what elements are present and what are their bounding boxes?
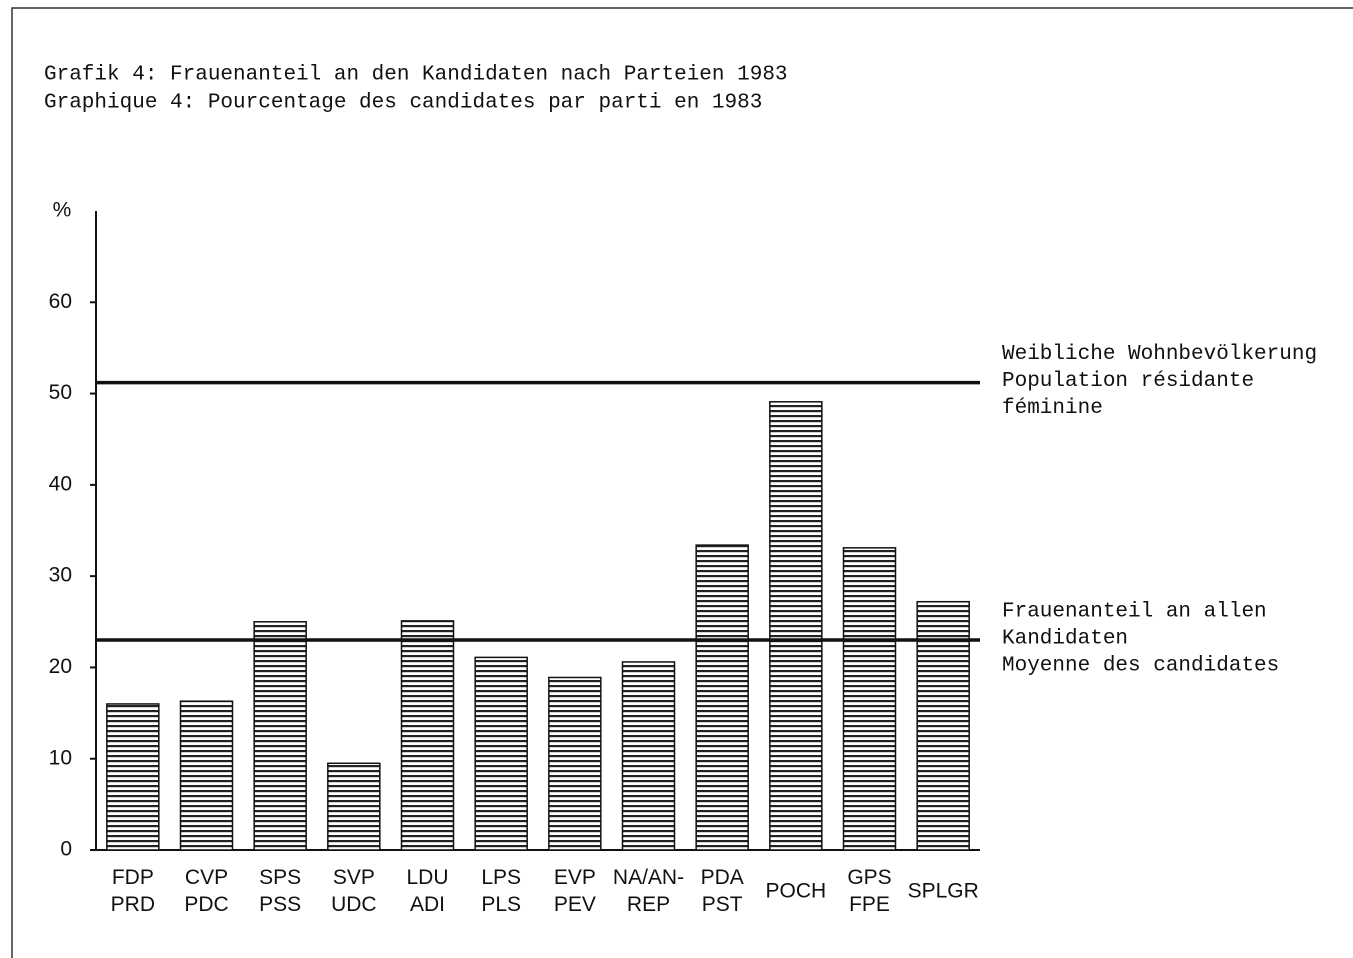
- y-tick-label: 40: [49, 472, 72, 495]
- x-tick-label: POCH: [765, 880, 826, 903]
- x-tick-label: SVP: [333, 866, 375, 889]
- x-tick-label: PDA: [701, 866, 744, 889]
- reference-label: Kandidaten: [1002, 628, 1128, 651]
- x-tick-label: PST: [702, 893, 743, 916]
- x-tick-label: PEV: [554, 893, 596, 916]
- bar: [769, 401, 823, 851]
- x-tick-label: LDU: [406, 866, 448, 889]
- bar: [842, 547, 897, 851]
- reference-label: Population résidante: [1002, 370, 1254, 393]
- frame: [11, 7, 1353, 958]
- bar: [548, 676, 602, 851]
- y-axis-label: %: [53, 199, 72, 222]
- x-tick-label: EVP: [554, 866, 596, 889]
- bar: [400, 620, 455, 851]
- chart-subtitle: Graphique 4: Pourcentage des candidates …: [44, 92, 762, 115]
- bar: [621, 661, 676, 851]
- x-tick-label: PRD: [111, 893, 155, 916]
- x-tick-label: SPS: [259, 866, 301, 889]
- y-tick-label: 0: [60, 838, 72, 861]
- reference-label: Frauenanteil an allen: [1002, 601, 1267, 624]
- x-tick-label: PDC: [184, 893, 228, 916]
- x-tick-label: SPLGR: [908, 880, 979, 903]
- x-tick-label: GPS: [847, 866, 891, 889]
- y-tick-label: 60: [49, 290, 72, 313]
- reference-label: Weibliche Wohnbevölkerung: [1002, 343, 1317, 366]
- y-tick-label: 30: [49, 564, 72, 587]
- x-tick-label: UDC: [331, 893, 377, 916]
- x-tick-label: CVP: [185, 866, 228, 889]
- bar: [106, 703, 160, 851]
- y-tick-label: 20: [49, 655, 72, 678]
- reference-label: féminine: [1002, 397, 1103, 420]
- bar: [179, 700, 234, 851]
- bar: [474, 656, 528, 851]
- x-tick-label: LPS: [481, 866, 521, 889]
- bar: [253, 621, 307, 851]
- bar: [327, 762, 381, 851]
- x-tick-label: REP: [627, 893, 670, 916]
- bar: [695, 544, 749, 851]
- x-tick-label: ADI: [410, 893, 445, 916]
- x-tick-label: NA/AN-: [613, 866, 684, 889]
- y-tick-label: 50: [49, 381, 72, 404]
- x-tick-label: FPE: [849, 893, 890, 916]
- x-tick-label: PSS: [259, 893, 301, 916]
- reference-label: Moyenne des candidates: [1002, 655, 1279, 678]
- x-tick-label: FDP: [112, 866, 154, 889]
- chart-title: Grafik 4: Frauenanteil an den Kandidaten…: [44, 64, 788, 87]
- y-tick-label: 10: [49, 746, 72, 769]
- x-tick-label: PLS: [481, 893, 521, 916]
- bar: [916, 600, 970, 851]
